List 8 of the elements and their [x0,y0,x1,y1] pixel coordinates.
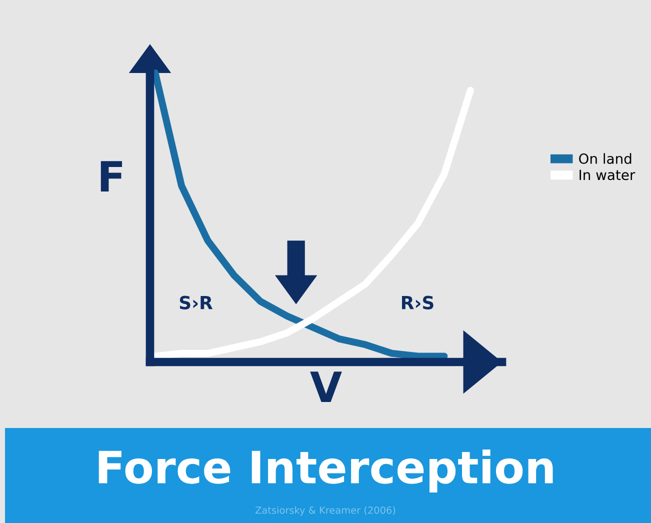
text: Force Interception [98,449,553,493]
legend-label: On land [579,153,632,164]
y-axis-title: F [100,161,122,192]
legend-label: In water [580,170,636,180]
annotation: S›R [180,296,213,310]
x-axis-title: V [310,372,342,402]
text: Zatsiorsky & Kreamer (2006) [255,506,396,516]
annotation: R›S [402,296,434,310]
